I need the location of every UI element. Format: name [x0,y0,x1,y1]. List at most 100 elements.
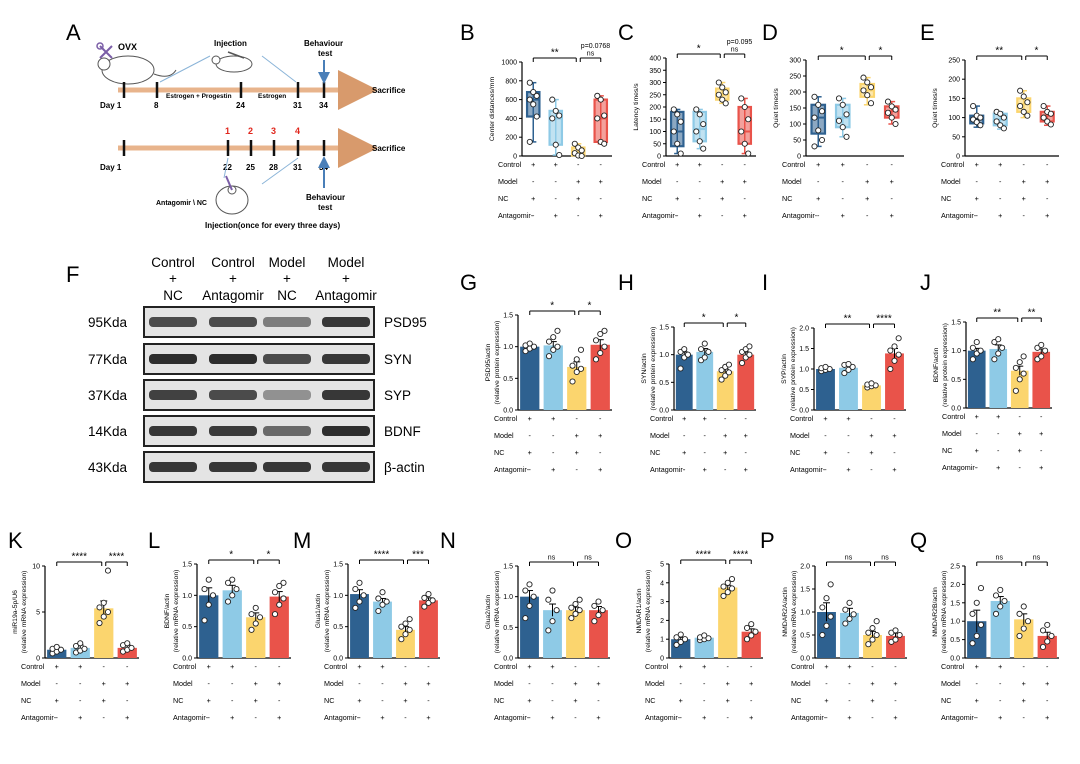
group-sign: + [1022,696,1026,705]
significance-label: * [1035,46,1039,57]
data-point [280,579,287,586]
group-sign: + [890,211,894,220]
y-axis-label: Glua2/actin [485,595,492,630]
y-tick-label: 1.0 [799,367,809,374]
group-sign: + [726,696,730,705]
group-sign: + [1022,679,1026,688]
group-sign: + [403,679,407,688]
group-row-label: Model [642,177,662,186]
blot-lane-4-treatment: Antagomir [315,288,377,303]
data-point [677,118,684,125]
data-point [572,600,579,608]
group-sign: - [552,431,555,440]
data-point [1017,103,1024,110]
group-sign: - [358,713,361,722]
group-sign: - [999,177,1002,186]
group-sign: - [1023,662,1026,671]
bar [817,612,836,658]
data-point [973,599,980,606]
y-tick-label: 0 [36,656,40,663]
significance-label: * [267,550,271,561]
group-sign: + [679,696,683,705]
blot-kda-syn: 77Kda [88,352,128,367]
data-point [993,118,1000,125]
significance-label: ** [551,48,559,59]
group-sign: - [231,679,234,688]
group-row-label: Antagomir- [494,713,530,722]
data-point [571,140,578,147]
group-sign: + [1045,211,1049,220]
data-point [724,589,731,596]
data-point [718,367,725,374]
group-sign: + [551,414,555,423]
data-point [1040,103,1047,110]
data-point [578,152,585,160]
group-sign: + [870,696,874,705]
y-axis-label: PSD95/actin [485,343,492,381]
group-sign: - [866,211,869,220]
y-tick-label: 400 [505,116,517,123]
data-point [728,585,736,592]
group-sign: + [723,431,727,440]
group-row-label: Model [498,177,518,186]
data-point [1038,341,1045,348]
panel-f-western-blot: Control+NCControl+AntagomirModel+NCModel… [88,255,427,483]
group-sign: - [848,696,851,705]
data-point [748,621,755,628]
bar [1037,635,1057,658]
group-row-label: Model [324,679,344,688]
data-point [715,79,722,86]
blot-band [149,426,197,436]
y-tick-label: 200 [649,105,661,112]
blot-band [209,354,257,364]
group-sign: - [1023,160,1026,169]
bar [543,345,563,410]
data-point [700,121,707,128]
group-sign: + [125,679,129,688]
data-point [1042,347,1049,354]
data-point [402,631,409,638]
blot-band [209,390,257,400]
y-tick-label: 250 [649,92,661,99]
group-row-label: Control [790,414,814,423]
timeline-1-day1: Day 1 [100,101,122,110]
group-row-label: NC [942,446,952,455]
group-sign: + [682,448,686,457]
blot-band [149,354,197,364]
significance-label: **** [733,550,749,561]
data-point [545,338,553,345]
group-sign: - [597,696,600,705]
y-axis-label-secondary: (relative mRNA expression) [494,571,501,654]
y-tick-label: 0.5 [951,377,961,384]
group-sign: - [555,194,558,203]
y-tick-label: 50 [952,134,960,141]
panel-letter-h: H [618,270,634,295]
data-point [895,335,902,342]
data-point [201,586,208,593]
group-sign: + [531,160,535,169]
chart-panel-d: 0 50 100 150 200 250 300 Quiet times/s * * Control… [773,46,904,220]
group-sign: - [528,713,531,722]
blot-band [263,390,311,400]
y-tick-label: 300 [649,80,661,87]
group-row-label: Model [790,431,810,440]
y-tick-label: 1.0 [503,594,513,601]
y-tick-label: 350 [649,68,661,75]
group-row-label: Control [942,412,966,421]
data-point [867,100,875,107]
data-point [677,150,684,157]
group-sign: + [996,463,1000,472]
y-tick-label: 0.0 [503,656,513,663]
group-sign: + [1045,679,1049,688]
data-point [552,141,559,148]
data-point [573,356,580,363]
bar [566,610,585,658]
group-sign: - [358,679,361,688]
group-sign: - [825,679,828,688]
data-point [845,366,852,373]
data-point [77,640,84,647]
y-tick-label: 150 [649,117,661,124]
data-point [992,592,1000,599]
data-point [722,89,729,96]
data-point [823,595,830,602]
